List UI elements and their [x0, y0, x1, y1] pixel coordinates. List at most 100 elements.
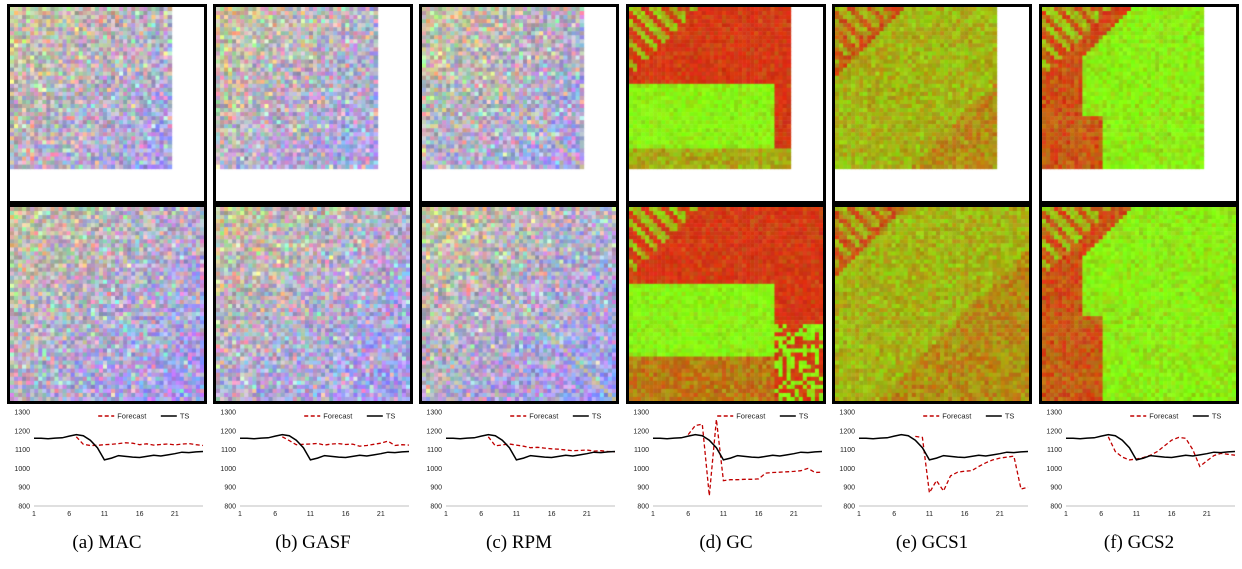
- y-tick-label: 800: [1050, 504, 1062, 511]
- forecast-series-line: [915, 435, 1029, 495]
- y-tick-label: 800: [637, 504, 649, 511]
- forecast-series-line: [687, 419, 823, 496]
- forecast-series-line: [281, 436, 410, 447]
- y-tick-label: 1100: [1047, 447, 1062, 454]
- x-tick-label: 21: [996, 511, 1004, 518]
- legend-label: TS: [180, 412, 190, 421]
- image-tile-e-top: [832, 4, 1032, 204]
- y-tick-label: 1200: [1046, 428, 1062, 435]
- y-tick-label: 800: [18, 504, 30, 511]
- x-tick-label: 16: [342, 511, 350, 518]
- panel-caption: (f) GCS2: [1103, 532, 1175, 553]
- y-tick-label: 1000: [1046, 466, 1062, 473]
- x-tick-label: 1: [238, 511, 242, 518]
- forecast-chart-panel-c: 800 900 1000 1100 1200 1300 1 6 11 16 21 Forecast TS: [419, 404, 619, 520]
- image-tile-a-mid: [7, 204, 207, 404]
- x-tick-label: 11: [1133, 511, 1140, 518]
- panel-caption: (d) GC: [699, 532, 753, 553]
- image-tile-a-top: [7, 4, 207, 204]
- x-tick-label: 1: [651, 511, 655, 518]
- x-tick-label: 16: [1168, 511, 1176, 518]
- panel-caption: (a) MAC: [72, 532, 142, 553]
- ts-series-line: [1066, 433, 1236, 461]
- y-tick-label: 1300: [426, 410, 442, 417]
- x-tick-label: 21: [171, 511, 179, 518]
- forecast-series-line: [75, 436, 204, 447]
- y-tick-label: 1100: [634, 447, 649, 454]
- legend-label: TS: [592, 412, 602, 421]
- y-tick-label: 1300: [220, 410, 236, 417]
- x-tick-label: 6: [892, 511, 896, 518]
- ts-series-line: [859, 433, 1029, 461]
- legend-label: TS: [799, 412, 809, 421]
- y-tick-label: 900: [637, 485, 649, 492]
- ts-series-line: [240, 433, 410, 461]
- y-tick-label: 1300: [633, 410, 649, 417]
- x-tick-label: 1: [444, 511, 448, 518]
- forecast-chart-panel-a: 800 900 1000 1100 1200 1300 1 6 11 16 21 Forecast TS: [7, 404, 207, 520]
- y-tick-label: 1300: [839, 410, 855, 417]
- legend-label: Forecast: [323, 412, 353, 421]
- x-tick-label: 16: [961, 511, 969, 518]
- y-tick-label: 800: [224, 504, 236, 511]
- image-tile-c-top: [419, 4, 619, 204]
- image-tile-f-mid: [1039, 204, 1239, 404]
- legend-label: Forecast: [117, 412, 147, 421]
- x-tick-label: 6: [686, 511, 690, 518]
- x-tick-label: 21: [790, 511, 798, 518]
- y-tick-label: 1200: [14, 428, 30, 435]
- x-tick-label: 6: [1099, 511, 1103, 518]
- y-tick-label: 900: [430, 485, 442, 492]
- panel-caption: (c) RPM: [486, 532, 552, 553]
- x-tick-label: 11: [926, 511, 933, 518]
- legend-label: Forecast: [1149, 412, 1179, 421]
- image-tile-e-mid: [832, 204, 1032, 404]
- y-tick-label: 900: [224, 485, 236, 492]
- x-tick-label: 6: [479, 511, 483, 518]
- x-tick-label: 16: [755, 511, 763, 518]
- y-tick-label: 900: [1050, 485, 1062, 492]
- y-tick-label: 1200: [839, 428, 855, 435]
- forecast-chart-panel-d: 800 900 1000 1100 1200 1300 1 6 11 16 21 Forecast TS: [626, 404, 826, 520]
- legend-label: Forecast: [529, 412, 559, 421]
- x-tick-label: 11: [720, 511, 727, 518]
- forecast-series-line: [487, 436, 616, 453]
- y-tick-label: 1000: [633, 466, 649, 473]
- y-tick-label: 1200: [220, 428, 236, 435]
- x-tick-label: 1: [32, 511, 36, 518]
- y-tick-label: 1100: [15, 447, 30, 454]
- ts-series-line: [653, 433, 823, 461]
- legend-label: TS: [1212, 412, 1222, 421]
- image-tile-b-mid: [213, 204, 413, 404]
- x-tick-label: 6: [67, 511, 71, 518]
- y-tick-label: 800: [430, 504, 442, 511]
- image-tile-b-top: [213, 4, 413, 204]
- forecast-chart-panel-b: 800 900 1000 1100 1200 1300 1 6 11 16 21 Forecast TS: [213, 404, 413, 520]
- legend-label: Forecast: [736, 412, 766, 421]
- y-tick-label: 1300: [14, 410, 30, 417]
- panel-caption: (e) GCS1: [895, 532, 969, 553]
- x-tick-label: 11: [101, 511, 108, 518]
- y-tick-label: 1100: [840, 447, 855, 454]
- x-tick-label: 11: [513, 511, 520, 518]
- legend-label: TS: [386, 412, 396, 421]
- forecast-chart-panel-f: 800 900 1000 1100 1200 1300 1 6 11 16 21 Forecast TS: [1039, 404, 1239, 520]
- y-tick-label: 1100: [427, 447, 442, 454]
- y-tick-label: 1200: [426, 428, 442, 435]
- x-tick-label: 21: [377, 511, 385, 518]
- y-tick-label: 900: [18, 485, 30, 492]
- forecast-series-line: [1107, 436, 1236, 468]
- image-tile-c-mid: [419, 204, 619, 404]
- legend-label: TS: [1005, 412, 1015, 421]
- x-tick-label: 1: [857, 511, 861, 518]
- ts-series-line: [446, 433, 616, 461]
- x-tick-label: 21: [583, 511, 591, 518]
- x-tick-label: 1: [1064, 511, 1068, 518]
- y-tick-label: 900: [843, 485, 855, 492]
